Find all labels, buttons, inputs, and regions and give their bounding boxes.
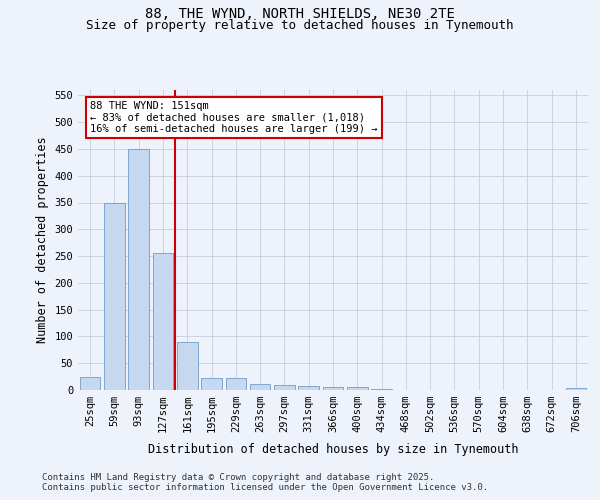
Bar (201, 378, 222, 390)
Bar (323, 388, 343, 390)
Bar (274, 384, 295, 390)
Text: 88 THE WYND: 151sqm
← 83% of detached houses are smaller (1,018)
16% of semi-det: 88 THE WYND: 151sqm ← 83% of detached ho… (90, 100, 377, 134)
Bar (80, 376, 100, 390)
Text: Distribution of detached houses by size in Tynemouth: Distribution of detached houses by size … (148, 442, 518, 456)
Y-axis label: Number of detached properties: Number of detached properties (36, 136, 49, 344)
Bar (128, 149, 149, 390)
Text: Contains public sector information licensed under the Open Government Licence v3: Contains public sector information licen… (42, 482, 488, 492)
Text: 88, THE WYND, NORTH SHIELDS, NE30 2TE: 88, THE WYND, NORTH SHIELDS, NE30 2TE (145, 8, 455, 22)
Bar (298, 386, 319, 390)
Bar (566, 388, 586, 390)
Bar (250, 384, 271, 390)
Text: Contains HM Land Registry data © Crown copyright and database right 2025.: Contains HM Land Registry data © Crown c… (42, 472, 434, 482)
Bar (347, 388, 368, 390)
Bar (104, 202, 125, 390)
Bar (152, 254, 173, 390)
Text: Size of property relative to detached houses in Tynemouth: Size of property relative to detached ho… (86, 19, 514, 32)
Bar (226, 378, 246, 390)
Bar (177, 342, 197, 390)
